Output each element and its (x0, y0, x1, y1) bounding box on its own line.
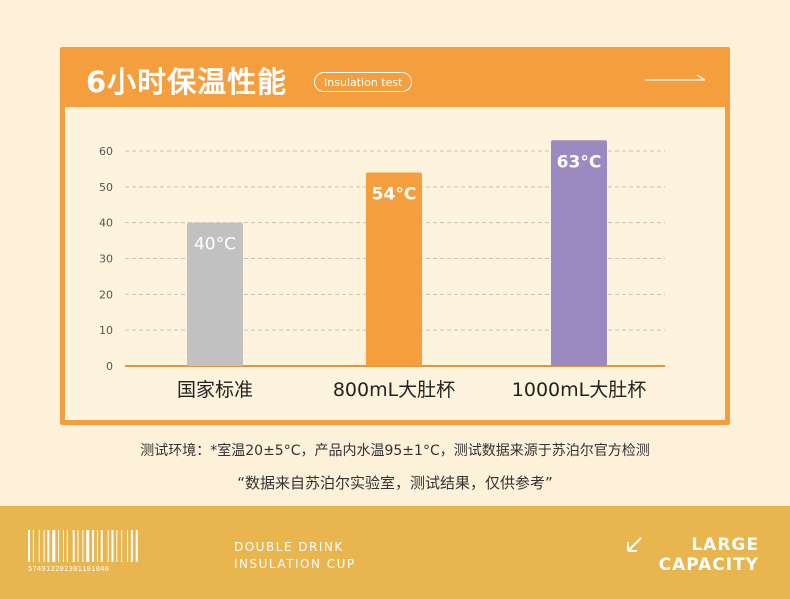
category-label: 800mL大肚杯 (333, 379, 455, 401)
bar-2 (366, 172, 422, 366)
barcode-bar (43, 530, 45, 562)
y-tick-label: 20 (99, 288, 113, 301)
barcode-bar (82, 530, 84, 562)
barcode-bar (52, 530, 56, 562)
bar-chart-svg: 0 10 20 30 40 50 60 40°C 国家标准 54°C 800mL大肚杯 63°C 100… (99, 140, 665, 401)
page-title: 6小时保温性能 (86, 65, 288, 99)
barcode-bar (32, 530, 34, 562)
barcode-bar (63, 530, 64, 562)
y-tick-label: 50 (99, 181, 113, 194)
insulation-chart-card: 6小时保温性能 Insulation test 0 10 20 30 40 50 60 40°… (60, 47, 730, 425)
y-tick-label: 60 (99, 145, 113, 158)
barcode-icon (28, 530, 138, 562)
capacity-line-1: LARGE (691, 535, 759, 555)
barcode-bar (66, 530, 68, 562)
barcode-number: 5749122023011010­46 (28, 565, 110, 573)
barcode-bar (127, 530, 129, 562)
barcode-bar (135, 530, 138, 562)
barcode-bar (58, 530, 60, 562)
insulation-test-badge: Insulation test (314, 72, 413, 92)
y-tick-label: 10 (99, 324, 113, 337)
barcode-bar (47, 530, 50, 562)
barcode-bar (77, 530, 79, 562)
large-capacity-label: LARGE CAPACITY (626, 535, 759, 575)
product-line-2: INSULATION CUP (234, 557, 356, 571)
barcode-bar (92, 530, 95, 562)
bar-1 (187, 222, 243, 366)
bar-3 (551, 140, 607, 366)
category-label: 1000mL大肚杯 (512, 379, 646, 401)
product-name: DOUBLE DRINK INSULATION CUP (234, 539, 356, 573)
y-tick-label: 0 (106, 360, 113, 373)
barcode-bar (86, 530, 90, 562)
card-header: 6小时保温性能 Insulation test (60, 47, 730, 107)
bar-value-label: 40°C (194, 235, 236, 255)
y-tick-label: 30 (99, 253, 113, 266)
barcode-bar (116, 530, 118, 562)
arrow-down-left-icon (626, 537, 642, 552)
barcode-bar (72, 530, 75, 562)
footer-band: 5749122023011010­46 DOUBLE DRINK INSULAT… (0, 506, 790, 599)
barcode-bar (100, 530, 103, 562)
test-conditions-note: 测试环境：*室温20±5°C，产品内水温95±1°C，测试数据来源于苏泊尔官方检… (140, 443, 650, 459)
barcode-bar (121, 530, 123, 562)
capacity-line-2: CAPACITY (658, 555, 759, 575)
bar-value-label: 63°C (557, 152, 602, 172)
y-tick-label: 40 (99, 217, 113, 230)
barcode-bar (96, 530, 98, 562)
barcode-bar (107, 530, 109, 562)
barcode-bar (28, 530, 30, 562)
data-source-note: “数据来自苏泊尔实验室，测试结果，仅供参考” (237, 474, 553, 492)
bar-value-label: 54°C (372, 185, 417, 205)
barcode-bar (111, 530, 114, 562)
barcode-bar (130, 530, 133, 562)
bar-chart: 0 10 20 30 40 50 60 40°C 国家标准 54°C 800mL大肚杯 63°C 100… (65, 107, 725, 420)
barcode-bar (38, 530, 40, 562)
category-label: 国家标准 (177, 379, 253, 401)
product-line-1: DOUBLE DRINK (234, 540, 344, 554)
arrow-right-icon (645, 74, 706, 81)
